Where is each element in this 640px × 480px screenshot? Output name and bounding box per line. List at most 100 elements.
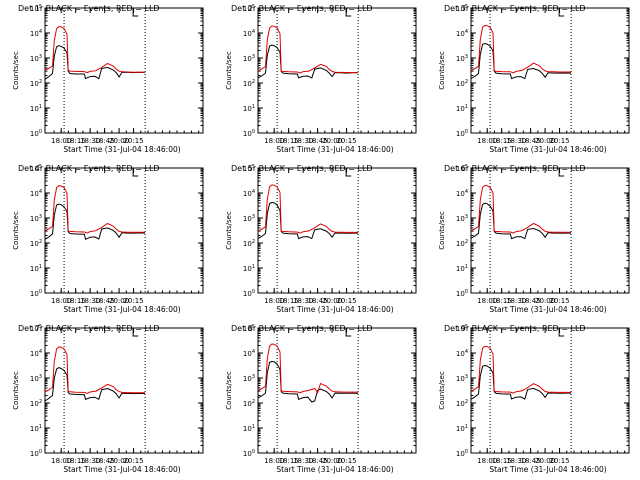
x-tick-label: 18:45 xyxy=(95,297,115,305)
x-tick-label: 18:30 xyxy=(506,297,526,305)
x-tick-label: 20:15 xyxy=(549,457,569,465)
y-axis-label: Counts/sec xyxy=(12,371,20,410)
plot-frame xyxy=(257,7,417,134)
y-axis-label: Counts/sec xyxy=(438,211,446,250)
x-tick-label: 18:30 xyxy=(80,457,100,465)
y-tick-label: 105 xyxy=(243,4,255,13)
x-axis-label: Start Time (31-Jul-04 18:46:00) xyxy=(276,145,393,154)
x-tick-label: 20:00 xyxy=(322,137,342,145)
interval-bracket xyxy=(345,168,352,177)
events-series-line xyxy=(44,203,146,241)
y-tick-label: 101 xyxy=(456,104,468,113)
x-tick-label: 18:15 xyxy=(492,297,512,305)
x-tick-label: 18:15 xyxy=(279,137,299,145)
y-tick-label: 101 xyxy=(30,104,42,113)
y-tick-label: 101 xyxy=(243,264,255,273)
x-axis-label: Start Time (31-Jul-04 18:46:00) xyxy=(489,305,606,314)
chart-title: Det 2r BLACK = Events, RED = LLD xyxy=(231,4,373,13)
x-tick-label: 18:30 xyxy=(293,137,313,145)
x-tick-label: 20:15 xyxy=(549,137,569,145)
x-tick-label: 20:15 xyxy=(336,137,356,145)
x-tick-label: 18:45 xyxy=(521,297,541,305)
y-tick-label: 105 xyxy=(456,164,468,173)
x-tick-label: 18:45 xyxy=(308,297,328,305)
y-tick-label: 103 xyxy=(456,214,468,223)
x-tick-label: 18:30 xyxy=(80,297,100,305)
x-axis-label: Start Time (31-Jul-04 18:46:00) xyxy=(63,145,180,154)
chart-title: Det 8r BLACK = Events, RED = LLD xyxy=(231,324,373,333)
interval-bracket xyxy=(558,8,565,17)
y-axis-label: Counts/sec xyxy=(225,51,233,90)
y-tick-label: 104 xyxy=(30,29,42,38)
y-tick-label: 104 xyxy=(243,189,255,198)
x-tick-label: 18:15 xyxy=(492,137,512,145)
plot-frame xyxy=(470,327,630,454)
x-tick-label: 20:15 xyxy=(336,457,356,465)
events-series-line xyxy=(257,44,359,79)
y-tick-label: 105 xyxy=(30,324,42,333)
x-tick-label: 18:30 xyxy=(293,297,313,305)
x-tick-label: 18:00 xyxy=(477,137,497,145)
y-tick-label: 103 xyxy=(243,374,255,383)
y-tick-label: 102 xyxy=(456,399,468,408)
y-tick-label: 103 xyxy=(30,54,42,63)
y-tick-label: 104 xyxy=(243,349,255,358)
lld-series-line xyxy=(257,184,359,234)
x-tick-label: 18:15 xyxy=(492,457,512,465)
x-tick-label: 18:15 xyxy=(66,457,86,465)
chart-title: Det 7r BLACK = Events, RED = LLD xyxy=(18,324,160,333)
y-axis-label: Counts/sec xyxy=(438,371,446,410)
y-tick-label: 105 xyxy=(243,324,255,333)
y-tick-label: 103 xyxy=(30,214,42,223)
lld-series-line xyxy=(44,26,146,74)
interval-bracket xyxy=(132,328,139,337)
x-tick-label: 20:15 xyxy=(123,457,143,465)
x-axis-label: Start Time (31-Jul-04 18:46:00) xyxy=(63,305,180,314)
chart-panel-3: Det 3r BLACK = Events, RED = LLD 100 101 10… xyxy=(438,4,630,154)
y-tick-label: 104 xyxy=(456,29,468,38)
x-tick-label: 18:00 xyxy=(264,457,284,465)
y-tick-label: 102 xyxy=(30,239,42,248)
y-tick-label: 100 xyxy=(30,289,42,298)
x-axis-label: Start Time (31-Jul-04 18:46:00) xyxy=(63,465,180,474)
x-tick-label: 18:15 xyxy=(279,297,299,305)
events-series-line xyxy=(44,367,146,402)
y-tick-label: 100 xyxy=(30,129,42,138)
y-tick-label: 103 xyxy=(456,54,468,63)
lld-series-line xyxy=(470,345,572,394)
lld-series-line xyxy=(257,343,359,394)
y-axis-label: Counts/sec xyxy=(225,371,233,410)
x-tick-label: 18:15 xyxy=(66,297,86,305)
y-tick-label: 103 xyxy=(30,374,42,383)
x-tick-label: 18:45 xyxy=(521,137,541,145)
events-series-line xyxy=(257,360,359,403)
x-tick-label: 18:45 xyxy=(95,457,115,465)
y-tick-label: 105 xyxy=(30,4,42,13)
x-tick-label: 20:00 xyxy=(322,297,342,305)
chart-title: Det 3r BLACK = Events, RED = LLD xyxy=(444,4,586,13)
x-tick-label: 18:00 xyxy=(264,297,284,305)
plot-frame xyxy=(44,167,204,294)
events-series-line xyxy=(470,202,572,240)
x-tick-label: 18:15 xyxy=(279,457,299,465)
chart-panel-2: Det 2r BLACK = Events, RED = LLD 100 101 10… xyxy=(225,4,417,154)
x-tick-label: 20:00 xyxy=(535,137,555,145)
x-tick-label: 20:00 xyxy=(322,457,342,465)
x-tick-label: 20:00 xyxy=(535,297,555,305)
x-tick-label: 18:30 xyxy=(293,457,313,465)
plot-frame xyxy=(257,167,417,294)
y-tick-label: 101 xyxy=(456,424,468,433)
chart-title: Det 1r BLACK = Events, RED = LLD xyxy=(18,4,160,13)
y-tick-label: 105 xyxy=(456,324,468,333)
x-tick-label: 18:45 xyxy=(308,457,328,465)
x-tick-label: 20:00 xyxy=(109,297,129,305)
y-tick-label: 101 xyxy=(30,264,42,273)
x-tick-label: 18:45 xyxy=(308,137,328,145)
x-tick-label: 18:00 xyxy=(477,457,497,465)
y-tick-label: 103 xyxy=(243,214,255,223)
chart-panel-9: Det 9r BLACK = Events, RED = LLD 100 101 10… xyxy=(438,324,630,474)
x-tick-label: 18:00 xyxy=(51,137,71,145)
chart-panel-7: Det 7r BLACK = Events, RED = LLD 100 101 10… xyxy=(12,324,204,474)
x-axis-label: Start Time (31-Jul-04 18:46:00) xyxy=(489,145,606,154)
